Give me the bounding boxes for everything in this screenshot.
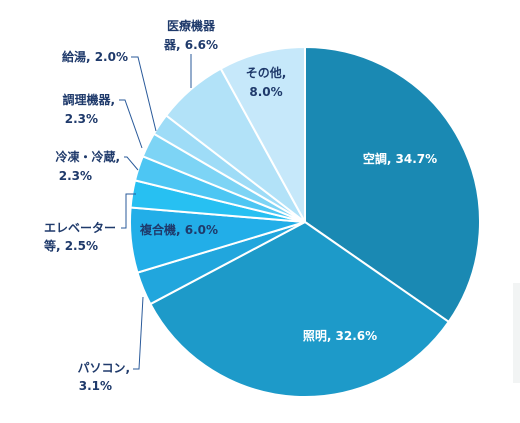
slice-label-medical-pct: 器, 6.6% <box>163 38 218 52</box>
slice-label-lighting: 照明, 32.6% <box>303 328 377 343</box>
labels-layer: 空調, 34.7% 照明, 32.6% パソコン, 3.1% 複合機, 6.0%… <box>43 18 437 393</box>
leader-elevator <box>121 193 136 229</box>
slice-label-cooking: 調理機器, <box>62 92 115 107</box>
slice-label-cooking-pct: 2.3% <box>65 112 98 126</box>
slice-label-other: その他, <box>246 65 287 80</box>
slice-label-fridge-pct: 2.3% <box>59 169 92 183</box>
slice-label-other-pct: 8.0% <box>249 85 282 99</box>
slice-label-pc: パソコン, <box>77 361 130 375</box>
slice-label-fridge: 冷凍・冷蔵, <box>55 149 120 164</box>
side-strip <box>513 283 520 383</box>
slice-label-medical: 医療機器 <box>167 18 216 33</box>
pie-slice-9 <box>219 45 306 223</box>
slice-label-mfp: 複合機, 6.0% <box>139 222 218 237</box>
leader-hotwater <box>131 56 157 132</box>
leader-fridge <box>124 156 139 171</box>
pie-slice-0 <box>304 45 481 324</box>
leader-cooking <box>119 99 143 149</box>
leader-pc <box>133 296 144 370</box>
slice-label-hotwater: 給湯, 2.0% <box>62 49 128 64</box>
pie-slice-1 <box>149 220 451 398</box>
slice-label-pc-pct: 3.1% <box>79 379 112 393</box>
slice-label-elevator-pct: 等, 2.5% <box>43 238 98 253</box>
slice-label-elevator: エレベーター <box>44 221 116 235</box>
slice-label-aircon: 空調, 34.7% <box>363 151 437 166</box>
slices-layer <box>129 45 481 398</box>
leader-lines <box>119 54 192 370</box>
